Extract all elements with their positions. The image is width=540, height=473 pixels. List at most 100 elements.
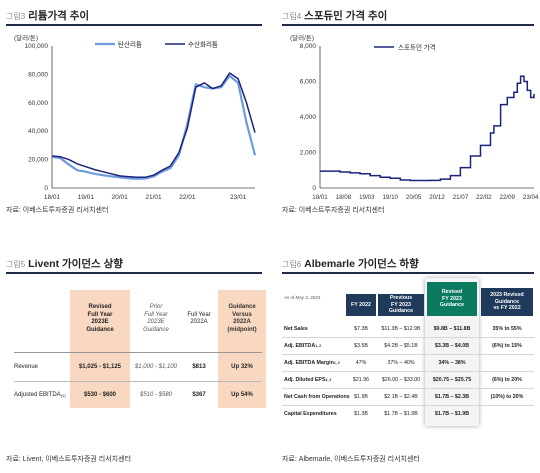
panel6-title-rule	[282, 272, 534, 274]
livent-header-revised: Revised Full Year 2023E Guidance	[86, 304, 114, 333]
livent-row-ebitda-label: Adjusted EBITDA (1)	[14, 382, 66, 408]
y-tick-label: 80,000	[28, 71, 48, 78]
albemarle-row-revised: $3.3B – $4.0B	[434, 342, 470, 349]
series-line-lithium-hydroxide	[51, 72, 256, 179]
y-tick-label: 2,000	[300, 150, 317, 157]
y-tick-label: 40,000	[28, 128, 48, 135]
albemarle-row-divider	[282, 388, 534, 389]
albemarle-row-label-text: Adj. EBITDA	[284, 342, 316, 349]
panel5-title-rule	[6, 272, 262, 274]
panel4-fig-num: 그림4	[282, 12, 302, 21]
albemarle-row-label: Adj. EBITDA Margin 1, 2	[284, 354, 340, 371]
livent-row-revenue-revised: $1,025 - $1,125	[78, 364, 122, 370]
albemarle-row-prev: $4.2B – $5.1B	[384, 342, 418, 349]
panel3-title-text: 리튬가격 추이	[28, 10, 90, 22]
panel5-title-text: Livent 가이던스 상향	[28, 258, 123, 270]
albemarle-row-label: Capital Expenditures	[284, 405, 337, 422]
albemarle-header-revised: Revised FY 2023 Guidance	[427, 282, 477, 316]
panel5-fig-num: 그림5	[6, 260, 26, 269]
x-tick-label: 21/01	[145, 194, 162, 201]
panel5-source: 자료: Livent, 이베스트투자증권 리서치센터	[6, 456, 132, 463]
albemarle-row-label: Net Cash from Operations	[284, 388, 350, 405]
livent-row-ebitda-sup: (1)	[60, 392, 66, 398]
albemarle-row-vs: (10%) to 20%	[490, 393, 524, 400]
x-tick-label: 20/05	[406, 194, 422, 201]
albemarle-row-revised: $1.7B – $1.9B	[434, 410, 470, 417]
albemarle-row-divider	[282, 405, 534, 406]
albemarle-row-fy2022: $7.3B	[354, 325, 368, 332]
x-tick-label: 22/01	[179, 194, 196, 201]
albemarle-header-vs: 2023 Revised Guidance vs FY 2022	[481, 288, 533, 316]
albemarle-row-revised: $20.75 – $25.75	[432, 376, 472, 383]
panel3-title: 그림3 리튬가격 추이	[6, 8, 89, 23]
legend-label: 탄산리튬	[118, 40, 142, 49]
livent-row-revenue-vs: Up 32%	[231, 364, 253, 370]
albemarle-row-fy2022: $1.3B	[354, 410, 368, 417]
albemarle-row-label: Adj. Diluted EPS 1, 2	[284, 371, 331, 388]
legend-label: 스포듀민 가격	[398, 43, 436, 52]
x-tick-label: 22/09	[500, 194, 516, 201]
x-tick-label: 21/07	[453, 194, 469, 201]
x-tick-label: 22/02	[476, 194, 492, 201]
albemarle-row-divider	[282, 354, 534, 355]
albemarle-header-prev: Previous FY 2023 Guidance	[378, 294, 424, 316]
y-tick-label: 4,000	[300, 114, 317, 121]
albemarle-row-revised: $9.8B – $11.8B	[433, 325, 471, 332]
albemarle-row-vs: 35% to 55%	[492, 325, 522, 332]
albemarle-row-label-text: Adj. EBITDA Margin	[284, 359, 334, 366]
y-tick-label: 8,000	[300, 43, 317, 50]
albemarle-header-fy2022: FY 2022	[346, 294, 376, 316]
livent-revised-col-bg	[70, 290, 130, 408]
x-tick-label: 20/12	[429, 194, 445, 201]
panel4-unit: (달러/톤)	[290, 35, 315, 42]
albemarle-row-divider	[282, 337, 534, 338]
albemarle-row-divider	[282, 371, 534, 372]
livent-header-vs: Guidance Versus 2022A (midpoint)	[227, 304, 257, 333]
albemarle-row-label-text: Net Sales	[284, 325, 308, 332]
livent-header-rule	[14, 352, 262, 353]
albemarle-row-vs: (6%) to 20%	[492, 376, 522, 383]
albemarle-row-prev: $11.3B – $12.9B	[381, 325, 421, 332]
y-tick-label: 0	[44, 185, 48, 192]
livent-row-revenue-prior: $1,000 - $1,100	[134, 364, 178, 370]
panel5-title: 그림5 Livent 가이던스 상향	[6, 256, 123, 271]
albemarle-row-label-sup: 1, 2	[325, 377, 332, 382]
albemarle-row-fy2022: $3.5B	[354, 342, 368, 349]
x-tick-label: 18/01	[312, 194, 328, 201]
livent-vs-col-bg	[218, 290, 266, 408]
series-line-spodumene	[320, 75, 535, 182]
albemarle-row-fy2022: $21.96	[352, 376, 370, 383]
panel4-spodumene-chart: 0 2,000 4,000 6,000 8,000 18/01 18/08 19/03 19/1…	[300, 43, 539, 202]
y-tick-label: 0	[312, 185, 316, 192]
livent-header-prior: Prior Full Year 2023E Guidance	[143, 304, 169, 333]
albemarle-row-label-sup: 1, 2	[333, 360, 340, 365]
albemarle-row-prev: 37% – 40%	[387, 359, 415, 366]
x-tick-label: 18/01	[44, 194, 61, 201]
panel6-source: 자료: Albemarle, 이베스트투자증권 리서치센터	[282, 456, 420, 463]
albemarle-row-revised: $1.7B – $2.3B	[434, 393, 470, 400]
albemarle-table: As of May 3, 2023 FY 2022 Previous FY 20…	[282, 278, 534, 428]
albemarle-row-label-text: Capital Expenditures	[284, 410, 337, 417]
albemarle-row-label-text: Net Cash from Operations	[284, 393, 350, 400]
x-tick-label: 18/08	[336, 194, 352, 201]
livent-row-revenue-label: Revenue	[14, 364, 39, 370]
livent-row-divider	[14, 381, 262, 382]
livent-row-ebitda-label-text: Adjusted EBITDA	[14, 392, 61, 398]
series-line-lithium-carbonate	[51, 74, 257, 180]
x-tick-label: 20/01	[112, 194, 129, 201]
x-tick-label: 19/01	[78, 194, 95, 201]
panel3-fig-num: 그림3	[6, 12, 26, 21]
panel3-lithium-chart: 0 20,000 40,000 60,000 80,000 100,000 18/01 19/…	[25, 40, 257, 201]
livent-row-ebitda-vs: Up 54%	[231, 392, 253, 398]
albemarle-row-revised: 34% – 38%	[438, 359, 466, 366]
panel4-title: 그림4 스포듀민 가격 추이	[282, 8, 387, 23]
x-tick-label: 23/01	[230, 194, 247, 201]
albemarle-row-vs	[481, 405, 533, 422]
albemarle-row-prev: $2.1B – $2.4B	[384, 393, 418, 400]
albemarle-row-label-sup: 1, 2	[315, 343, 322, 348]
albemarle-row-fy2022: $1.9B	[354, 393, 368, 400]
livent-row-revenue-fy2022: $813	[192, 364, 206, 370]
panel4-source: 자료: 이베스트투자증권 리서치센터	[282, 207, 385, 214]
livent-row-ebitda-prior: $510 - $580	[139, 392, 173, 398]
y-tick-label: 60,000	[28, 100, 48, 107]
